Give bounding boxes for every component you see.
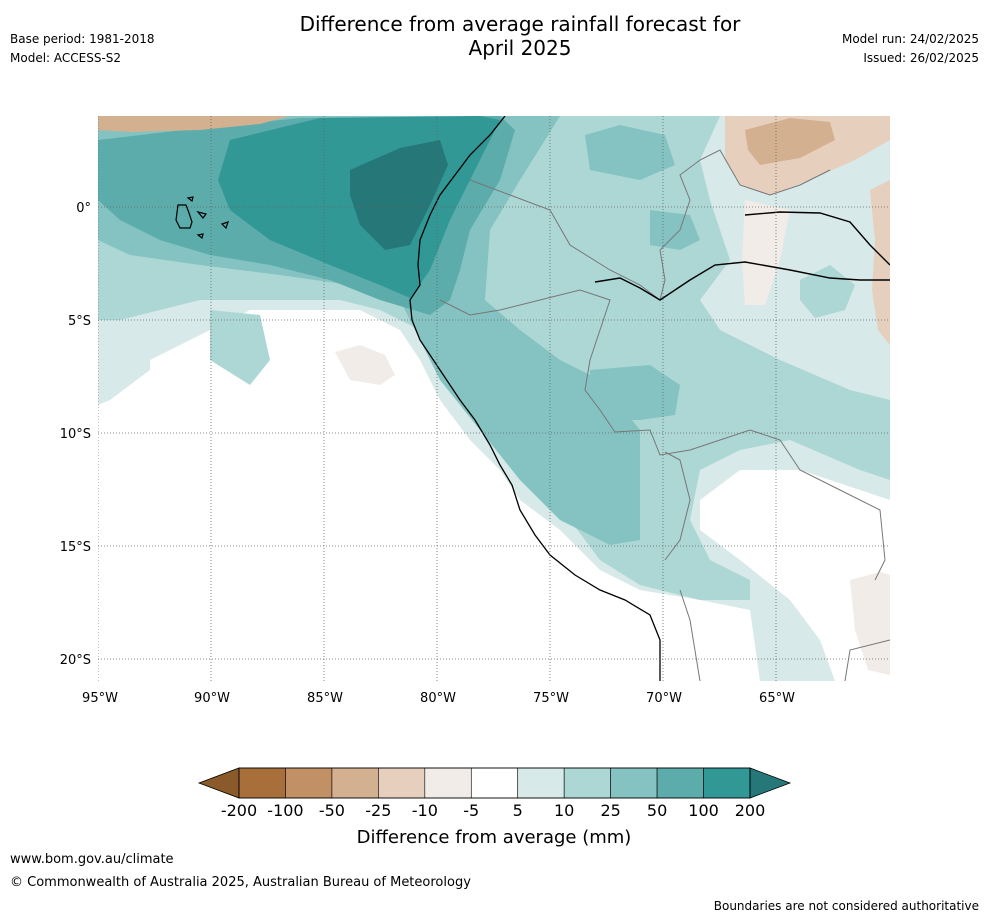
- anomaly-region-dry-pacific: [335, 345, 395, 385]
- lat-label-0: 0°: [76, 201, 91, 216]
- disclaimer-text: Boundaries are not considered authoritat…: [713, 899, 979, 913]
- issued-text: Issued: 26/02/2025: [863, 51, 979, 65]
- lat-label-15s: 15°S: [60, 540, 91, 555]
- colorbar-outline: [238, 767, 751, 799]
- colorbar-box: [563, 767, 611, 799]
- colorbar-box: [378, 767, 426, 799]
- colorbar-box: [703, 767, 751, 799]
- colorbar: -200 -100 -50 -25 -10 -5 5 10 25 50 100 200: [197, 767, 792, 820]
- title-line-2: April 2025: [468, 36, 572, 60]
- colorbar-box: [610, 767, 658, 799]
- colorbar-tick-label: 10: [554, 801, 574, 820]
- lon-label-80w: 80°W: [420, 691, 456, 706]
- map-frame: [98, 116, 890, 681]
- colorbar-tick-label: -50: [319, 801, 345, 820]
- colorbar-box: [238, 767, 286, 799]
- model-run-text: Model run: 24/02/2025: [841, 32, 979, 46]
- colorbar-tick-label: 100: [688, 801, 719, 820]
- title-line-1: Difference from average rainfall forecas…: [299, 12, 741, 36]
- colorbar-box: [656, 767, 704, 799]
- gridlines: [98, 116, 890, 681]
- colorbar-title: Difference from average (mm): [357, 827, 632, 848]
- lat-label-5s: 5°S: [68, 314, 91, 329]
- amazon-river: [594, 211, 890, 301]
- lon-label-85w: 85°W: [307, 691, 343, 706]
- lon-label-95w: 95°W: [82, 691, 118, 706]
- lat-label-20s: 20°S: [60, 653, 91, 668]
- colorbar-box: [285, 767, 333, 799]
- colorbar-tick-label: -5: [463, 801, 479, 820]
- anomaly-region-dry-northeast-core: [745, 118, 835, 165]
- lon-label-70w: 70°W: [646, 691, 682, 706]
- colorbar-arrow-left: [197, 767, 240, 799]
- website-text: www.bom.gov.au/climate: [10, 852, 174, 867]
- anomaly-region-5-10-west: [98, 330, 150, 405]
- colorbar-tick-label: 200: [735, 801, 766, 820]
- galapagos-islands: [175, 196, 229, 240]
- anomaly-region-dry-south: [850, 572, 890, 675]
- colorbar-box: [517, 767, 565, 799]
- colorbar-tick-label: -100: [267, 801, 303, 820]
- colorbar-tick-label: 25: [600, 801, 620, 820]
- anomaly-region-25-50-east: [650, 210, 700, 250]
- colorbar-tick-label: 50: [647, 801, 667, 820]
- colorbar-box: [331, 767, 379, 799]
- base-period-text: Base period: 1981-2018: [10, 32, 155, 46]
- anomaly-region-dry-northwest: [98, 116, 290, 132]
- copyright-text: © Commonwealth of Australia 2025, Austra…: [10, 875, 471, 890]
- colorbar-box: [470, 767, 519, 799]
- colorbar-tick-label: -10: [412, 801, 438, 820]
- anomaly-region-dry-amazon: [742, 200, 790, 305]
- anomaly-region-10-25-blob: [210, 310, 270, 385]
- colorbar-box: [424, 767, 472, 799]
- anomaly-region-dry-east: [870, 180, 890, 345]
- lon-label-75w: 75°W: [533, 691, 569, 706]
- colorbar-tick-label: 5: [513, 801, 523, 820]
- colorbar-tick-label: -200: [221, 801, 257, 820]
- lon-label-90w: 90°W: [194, 691, 230, 706]
- anomaly-region-over-200: [350, 140, 448, 250]
- coastline: [409, 116, 661, 681]
- colorbar-arrow-right: [749, 767, 792, 799]
- anomaly-region-25-50-center: [590, 365, 680, 420]
- colorbar-tick-label: -25: [365, 801, 391, 820]
- lon-label-65w: 65°W: [759, 691, 795, 706]
- lat-label-10s: 10°S: [60, 427, 91, 442]
- country-borders: [439, 149, 890, 681]
- anomaly-region-25-50-north: [585, 125, 675, 180]
- model-text: Model: ACCESS-S2: [10, 51, 122, 65]
- page-title: Difference from average rainfall forecas…: [0, 12, 988, 60]
